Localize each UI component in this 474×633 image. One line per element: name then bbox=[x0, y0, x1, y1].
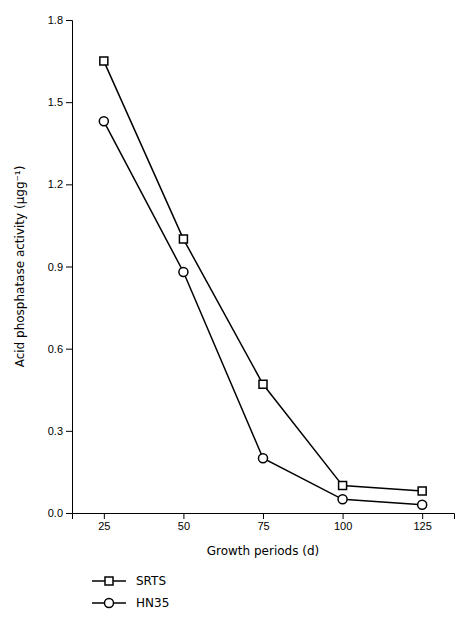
tick: 1.8 bbox=[48, 14, 72, 26]
tick-label: 1.2 bbox=[48, 178, 63, 190]
tick: 0.0 bbox=[48, 507, 72, 519]
tick: 50 bbox=[178, 513, 190, 532]
tick-label: 125 bbox=[413, 520, 431, 532]
series-line bbox=[104, 121, 422, 504]
legend-item: HN35 bbox=[92, 596, 169, 610]
tick-mark bbox=[66, 513, 72, 514]
point bbox=[339, 482, 347, 490]
tick-label: 1.5 bbox=[48, 96, 63, 108]
series-line bbox=[104, 61, 422, 491]
tick-label: 25 bbox=[98, 520, 110, 532]
tick-mark bbox=[422, 513, 423, 519]
tick-mark bbox=[263, 513, 264, 519]
point bbox=[418, 500, 427, 509]
marks bbox=[99, 57, 426, 509]
tick-mark bbox=[66, 20, 72, 21]
legend-label: HN35 bbox=[136, 596, 169, 610]
tick: 25 bbox=[98, 513, 110, 532]
tick: 0.6 bbox=[48, 343, 72, 355]
x-axis-title: Growth periods (d) bbox=[207, 544, 320, 558]
tick-label: 0.6 bbox=[48, 343, 63, 355]
point bbox=[179, 235, 187, 243]
x-axis-line bbox=[73, 514, 455, 520]
tick-label: 1.8 bbox=[48, 14, 63, 26]
tick-mark bbox=[66, 267, 72, 268]
tick-label: 100 bbox=[334, 520, 352, 532]
tick-mark bbox=[183, 513, 184, 519]
point bbox=[100, 57, 108, 65]
point bbox=[99, 117, 108, 126]
tick: 100 bbox=[334, 513, 352, 532]
tick: 1.5 bbox=[48, 96, 72, 108]
y-axis-line bbox=[66, 21, 73, 514]
tick-label: 0.0 bbox=[48, 507, 63, 519]
y-axis-title: Acid phosphatase activity (μgg⁻¹) bbox=[13, 166, 27, 368]
tick: 1.2 bbox=[48, 178, 72, 190]
tick-label: 0.3 bbox=[48, 425, 63, 437]
legend-label: SRTS bbox=[136, 574, 166, 588]
tick: 75 bbox=[257, 513, 269, 532]
legend: SRTS HN35 bbox=[92, 574, 169, 610]
point bbox=[258, 454, 267, 463]
tick-label: 50 bbox=[178, 520, 190, 532]
tick-mark bbox=[66, 431, 72, 432]
legend-symbol bbox=[105, 577, 113, 585]
tick-mark bbox=[66, 349, 72, 350]
point bbox=[259, 380, 267, 388]
tick-mark bbox=[104, 513, 105, 519]
legend-item: SRTS bbox=[92, 574, 166, 588]
tick-mark bbox=[343, 513, 344, 519]
y-axis: 0.0 0.3 0.6 0.9 1.2 1.5 1.8 bbox=[48, 14, 73, 519]
point bbox=[418, 487, 426, 495]
tick-label: 75 bbox=[257, 520, 269, 532]
tick: 0.3 bbox=[48, 425, 72, 437]
point bbox=[179, 267, 188, 276]
tick-label: 0.9 bbox=[48, 261, 63, 273]
point bbox=[338, 495, 347, 504]
tick-mark bbox=[66, 184, 72, 185]
plot: 25 50 75 100 125 0.0 0.3 0.6 0.9 1.2 1.5 1.8 Growth … bbox=[13, 14, 455, 610]
legend-symbol bbox=[104, 598, 113, 607]
tick: 0.9 bbox=[48, 261, 72, 273]
tick: 125 bbox=[413, 513, 431, 532]
tick-mark bbox=[66, 102, 72, 103]
x-axis: 25 50 75 100 125 bbox=[73, 513, 455, 532]
chart: 25 50 75 100 125 0.0 0.3 0.6 0.9 1.2 1.5 1.8 Growth … bbox=[0, 0, 474, 633]
